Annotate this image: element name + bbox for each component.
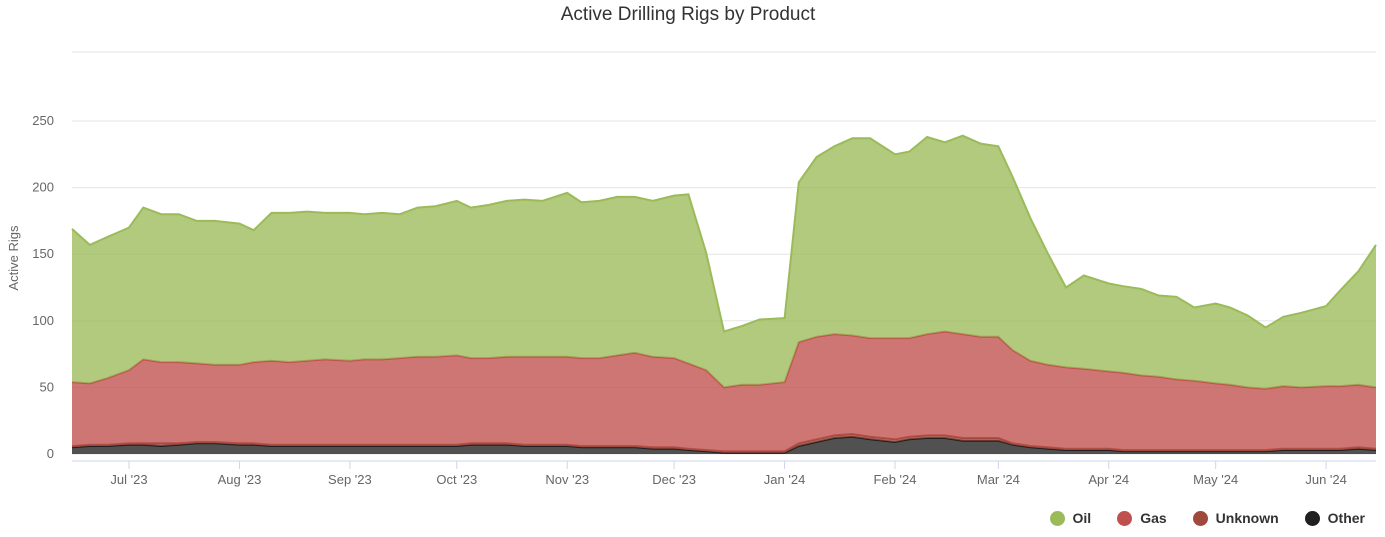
x-tick-label: Mar '24 bbox=[977, 472, 1020, 487]
x-tick-label: Jan '24 bbox=[764, 472, 806, 487]
chart-area: 0 50 100 150 200 250 Jul '23 Aug '23 Sep '23 Oct… bbox=[6, 51, 1377, 487]
legend-marker bbox=[1192, 510, 1208, 526]
x-tick-label: Apr '24 bbox=[1088, 472, 1129, 487]
y-tick-label: 150 bbox=[32, 246, 54, 261]
series-area-oil[interactable] bbox=[72, 135, 1376, 389]
legend-marker bbox=[1304, 510, 1320, 526]
y-tick-label: 200 bbox=[32, 180, 54, 195]
legend-label: Other bbox=[1327, 510, 1365, 526]
y-tick-label: 50 bbox=[40, 379, 54, 394]
legend-item-oil[interactable]: Oil bbox=[1049, 510, 1092, 526]
x-axis: Jul '23 Aug '23 Sep '23 Oct '23 Nov '23 Dec '… bbox=[72, 460, 1376, 487]
y-tick-label: 100 bbox=[32, 313, 54, 328]
x-tick-label: Feb '24 bbox=[874, 472, 917, 487]
chart-title: Active Drilling Rigs by Product bbox=[560, 4, 816, 25]
y-axis: 0 50 100 150 200 250 bbox=[32, 113, 54, 461]
legend-item-gas[interactable]: Gas bbox=[1117, 510, 1167, 526]
x-tick-label: Jul '23 bbox=[110, 472, 147, 487]
x-tick-label: Sep '23 bbox=[328, 472, 372, 487]
x-tick-label: Oct '23 bbox=[436, 472, 477, 487]
x-tick-label: Jun '24 bbox=[1305, 472, 1347, 487]
series-line-oil[interactable] bbox=[71, 134, 1377, 333]
x-tick-label: Dec '23 bbox=[652, 472, 696, 487]
legend-marker bbox=[1117, 510, 1133, 526]
y-axis-title: Active Rigs bbox=[6, 225, 21, 291]
series-layer bbox=[71, 134, 1377, 454]
x-tick-label: May '24 bbox=[1193, 472, 1238, 487]
legend-label: Gas bbox=[1140, 510, 1167, 526]
y-tick-label: 250 bbox=[32, 113, 54, 128]
series-area-gas[interactable] bbox=[72, 331, 1376, 452]
x-tick-label: Aug '23 bbox=[218, 472, 262, 487]
y-tick-label: 0 bbox=[47, 446, 54, 461]
legend-item-unknown[interactable]: Unknown bbox=[1192, 510, 1279, 526]
legend-marker bbox=[1049, 510, 1065, 526]
legend-label: Unknown bbox=[1215, 510, 1279, 526]
x-tick-label: Nov '23 bbox=[545, 472, 589, 487]
legend: Oil Gas Unknown Other bbox=[1049, 510, 1365, 526]
legend-label: Oil bbox=[1072, 510, 1092, 526]
legend-item-other[interactable]: Other bbox=[1304, 510, 1365, 526]
